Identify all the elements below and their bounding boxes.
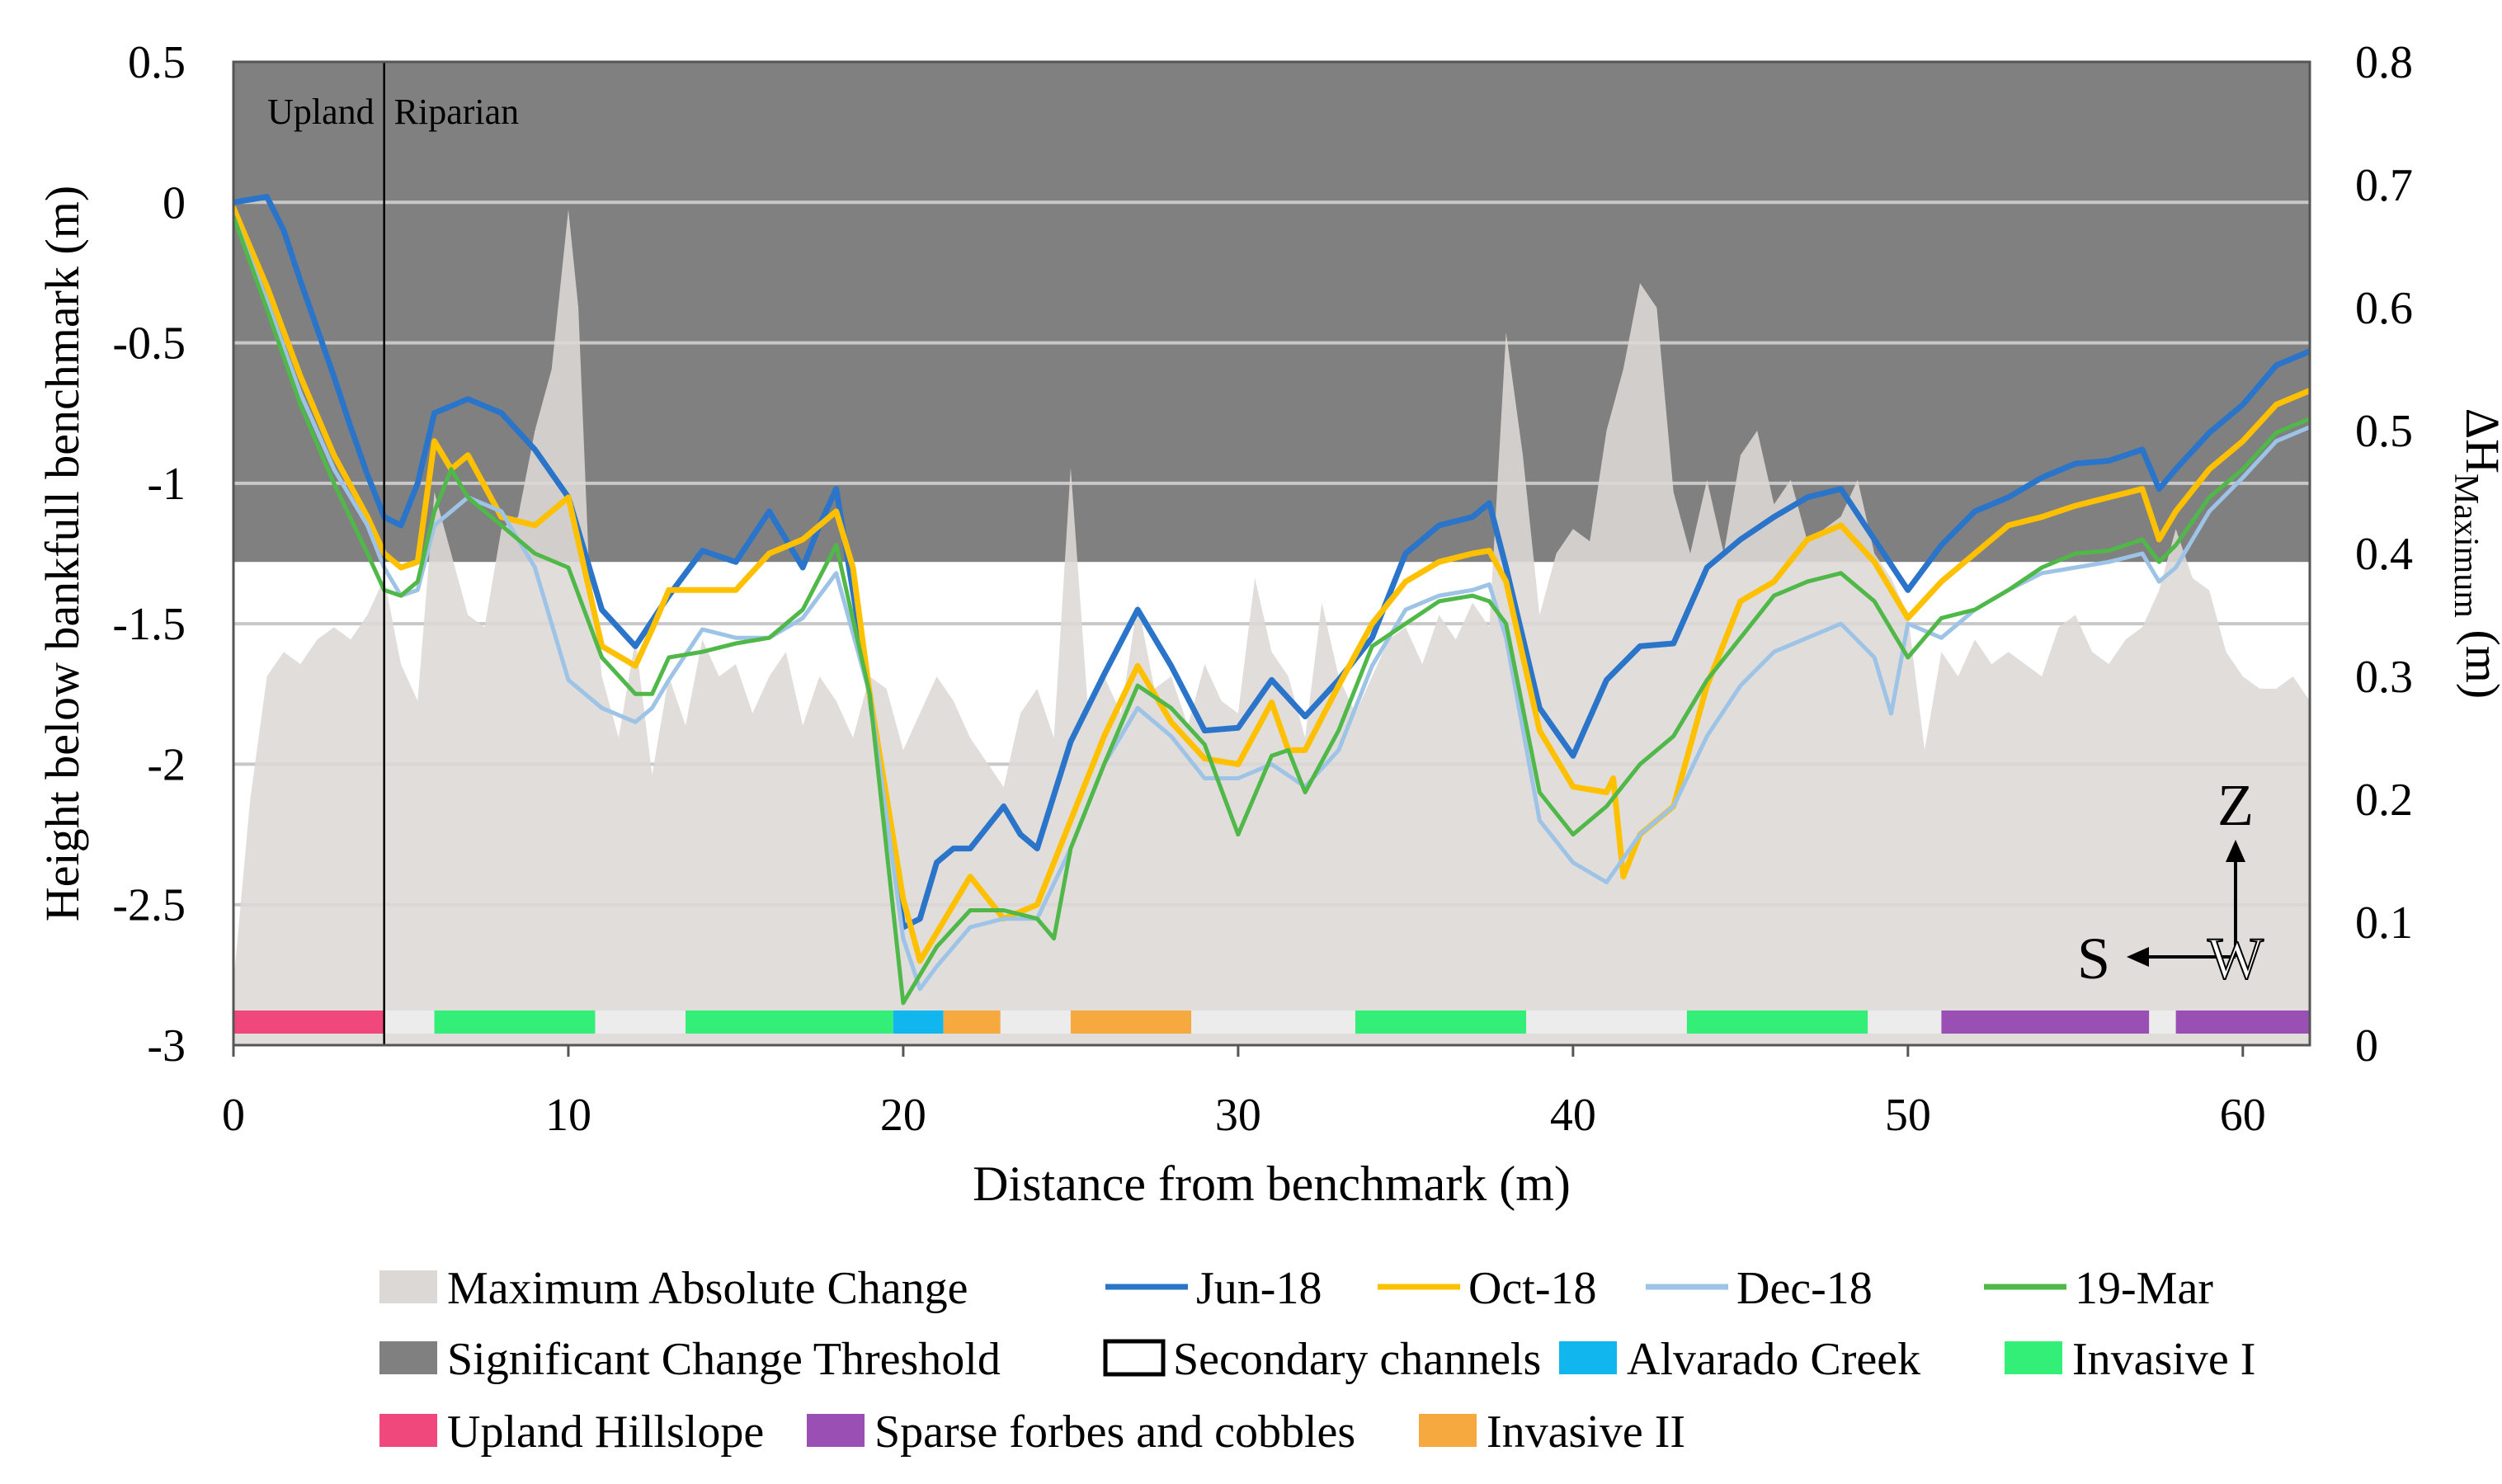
series-line-jun-18 — [233, 194, 2310, 930]
legend-label: Significant Change Threshold — [447, 1334, 1001, 1385]
series-line-19-mar — [233, 214, 2310, 1006]
max-absolute-change-area — [233, 209, 2310, 1045]
legend-label: Sparse forbes and cobbles — [874, 1406, 1355, 1458]
y-tick-label: 0.5 — [128, 37, 186, 88]
legend-swatch-patch — [379, 1414, 437, 1447]
habitat-segment — [1686, 1011, 1868, 1034]
y2-title-main: ΔH — [2456, 408, 2502, 473]
y-tick-label: -2 — [147, 739, 186, 790]
y2-title-unit: (m) — [2456, 618, 2502, 699]
y-tick-label: -0.5 — [112, 318, 186, 370]
habitat-segment — [1941, 1011, 2150, 1034]
habitat-segment — [233, 1011, 384, 1034]
compass-up-arrowhead — [2226, 840, 2245, 862]
y-tick-label: -1 — [147, 459, 186, 510]
y-tick-label: -1.5 — [112, 599, 186, 650]
legend-swatch-patch — [1419, 1414, 1477, 1447]
compass-s-label: S — [2077, 926, 2110, 992]
habitat-segment — [686, 1011, 893, 1034]
legend-label: Dec-18 — [1736, 1263, 1873, 1314]
y2-axis-title: ΔHMaximum (m) — [2447, 408, 2502, 699]
y2-tick-label: 0.8 — [2355, 37, 2413, 88]
y2-title-subscript: Maximum — [2447, 473, 2485, 618]
habitat-segment — [893, 1011, 944, 1034]
y2-tick-label: 0.5 — [2355, 406, 2413, 457]
legend-label: Invasive I — [2072, 1334, 2255, 1385]
axes: 0 10 20 30 40 50 60 0.5 0 -0.5 -1 -1.5 -2 -2.5 -3 0.8 0.… — [35, 37, 2502, 1211]
series-line-dec-18 — [233, 214, 2310, 992]
x-tick-label: 40 — [1550, 1090, 1596, 1141]
legend-label: Alvarado Creek — [1627, 1334, 1920, 1385]
x-axis-title: Distance from benchmark (m) — [973, 1157, 1571, 1211]
habitat-segment — [434, 1011, 596, 1034]
legend-label: Jun-18 — [1196, 1263, 1322, 1314]
plot-area: Upland Riparian Z S W — [233, 62, 2310, 1045]
compass-left-arrowhead — [2127, 947, 2149, 967]
legend-label: Secondary channels — [1173, 1334, 1541, 1385]
y2-tick-label: 0.6 — [2355, 283, 2413, 334]
habitat-segment — [2175, 1011, 2310, 1034]
x-tick-label: 50 — [1885, 1090, 1931, 1141]
legend-label: Invasive II — [1487, 1406, 1685, 1458]
x-tick-label: 10 — [545, 1090, 591, 1141]
legend-swatch-patch — [379, 1270, 437, 1303]
habitat-segment — [1070, 1011, 1192, 1034]
legend-swatch-patch — [807, 1414, 865, 1447]
legend: Maximum Absolute Change Jun-18 Oct-18 Dec-1… — [379, 1263, 2255, 1458]
y-tick-label: -2.5 — [112, 880, 186, 931]
compass-w-label: W — [2208, 926, 2264, 992]
y2-tick-label: 0.4 — [2355, 529, 2413, 580]
y2-tick-label: 0.7 — [2355, 160, 2413, 211]
legend-label: Upland Hillslope — [447, 1406, 764, 1458]
y2-tick-label: 0 — [2355, 1020, 2378, 1072]
y-tick-label: 0 — [163, 177, 186, 228]
habitat-segment — [1355, 1011, 1527, 1034]
legend-swatch-patch — [2005, 1341, 2062, 1374]
legend-label: Oct-18 — [1468, 1263, 1597, 1314]
zone-label-riparian: Riparian — [394, 92, 520, 132]
y-axis-title: Height below bankfull benchmark (m) — [35, 186, 89, 921]
y2-tick-label: 0.1 — [2355, 897, 2413, 949]
legend-swatch-patch — [1559, 1341, 1617, 1374]
legend-swatch-patch — [379, 1341, 437, 1374]
compass-z-label: Z — [2217, 772, 2254, 838]
x-tick-label: 60 — [2220, 1090, 2266, 1141]
series-line-oct-18 — [233, 205, 2310, 964]
legend-swatch-patch — [1103, 1339, 1166, 1377]
y2-tick-label: 0.2 — [2355, 775, 2413, 826]
y-tick-label: -3 — [147, 1020, 186, 1072]
plot-frame — [232, 60, 2311, 1047]
x-tick-label: 30 — [1215, 1090, 1261, 1141]
x-tick-label: 20 — [880, 1090, 926, 1141]
x-tick-label: 0 — [222, 1090, 245, 1141]
legend-label: 19-Mar — [2075, 1263, 2213, 1314]
habitat-segment — [943, 1011, 1001, 1034]
legend-label: Maximum Absolute Change — [447, 1263, 968, 1314]
y2-tick-label: 0.3 — [2355, 652, 2413, 703]
zone-label-upland: Upland — [267, 92, 375, 132]
